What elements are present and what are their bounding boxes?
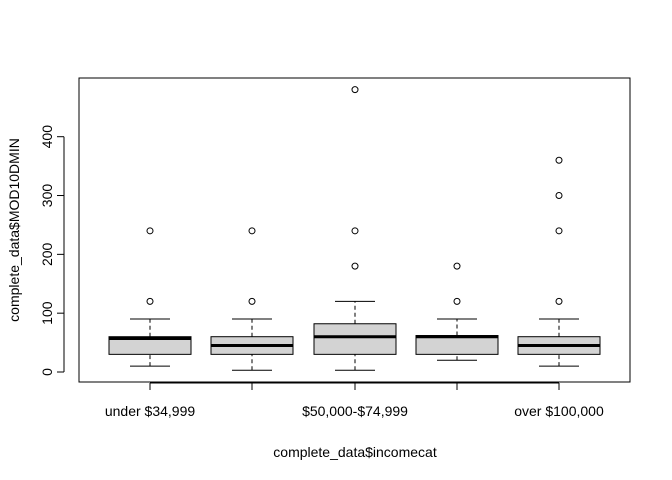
box-group-5 xyxy=(517,156,601,367)
box-group-3 xyxy=(313,86,397,371)
outlier-point xyxy=(555,297,563,305)
outlier-point xyxy=(453,262,461,270)
box-group-2 xyxy=(210,227,294,371)
outlier-point xyxy=(351,86,359,94)
y-axis: 0 100 200 300 400 xyxy=(39,125,65,376)
outlier-point xyxy=(146,297,154,305)
x-tick-label: under $34,999 xyxy=(105,403,196,419)
boxes-group xyxy=(108,86,601,371)
box-group-1 xyxy=(108,227,192,367)
outlier-point xyxy=(555,192,563,200)
outlier-point xyxy=(555,156,563,164)
y-tick-label: 300 xyxy=(39,184,55,208)
box-group-4 xyxy=(415,262,499,361)
y-axis-label: complete_data$MOD10DMIN xyxy=(6,138,22,322)
outlier-point xyxy=(146,227,154,235)
y-tick-label: 100 xyxy=(39,301,55,325)
outlier-point xyxy=(248,227,256,235)
plot-frame xyxy=(78,77,631,383)
outlier-point xyxy=(351,227,359,235)
x-tick-label: $50,000-$74,999 xyxy=(302,403,408,419)
y-tick-label: 0 xyxy=(39,368,55,376)
outlier-point xyxy=(351,262,359,270)
outlier-point xyxy=(555,227,563,235)
box xyxy=(108,336,192,355)
outlier-point xyxy=(453,297,461,305)
box xyxy=(415,335,499,355)
box xyxy=(313,323,397,355)
x-axis-label: complete_data$incomecat xyxy=(273,444,437,460)
x-axis: under $34,999 $50,000-$74,999 over $100,00… xyxy=(105,382,604,419)
y-tick-label: 200 xyxy=(39,242,55,266)
x-tick-label: over $100,000 xyxy=(514,403,604,419)
y-tick-label: 400 xyxy=(39,125,55,149)
outlier-point xyxy=(248,297,256,305)
